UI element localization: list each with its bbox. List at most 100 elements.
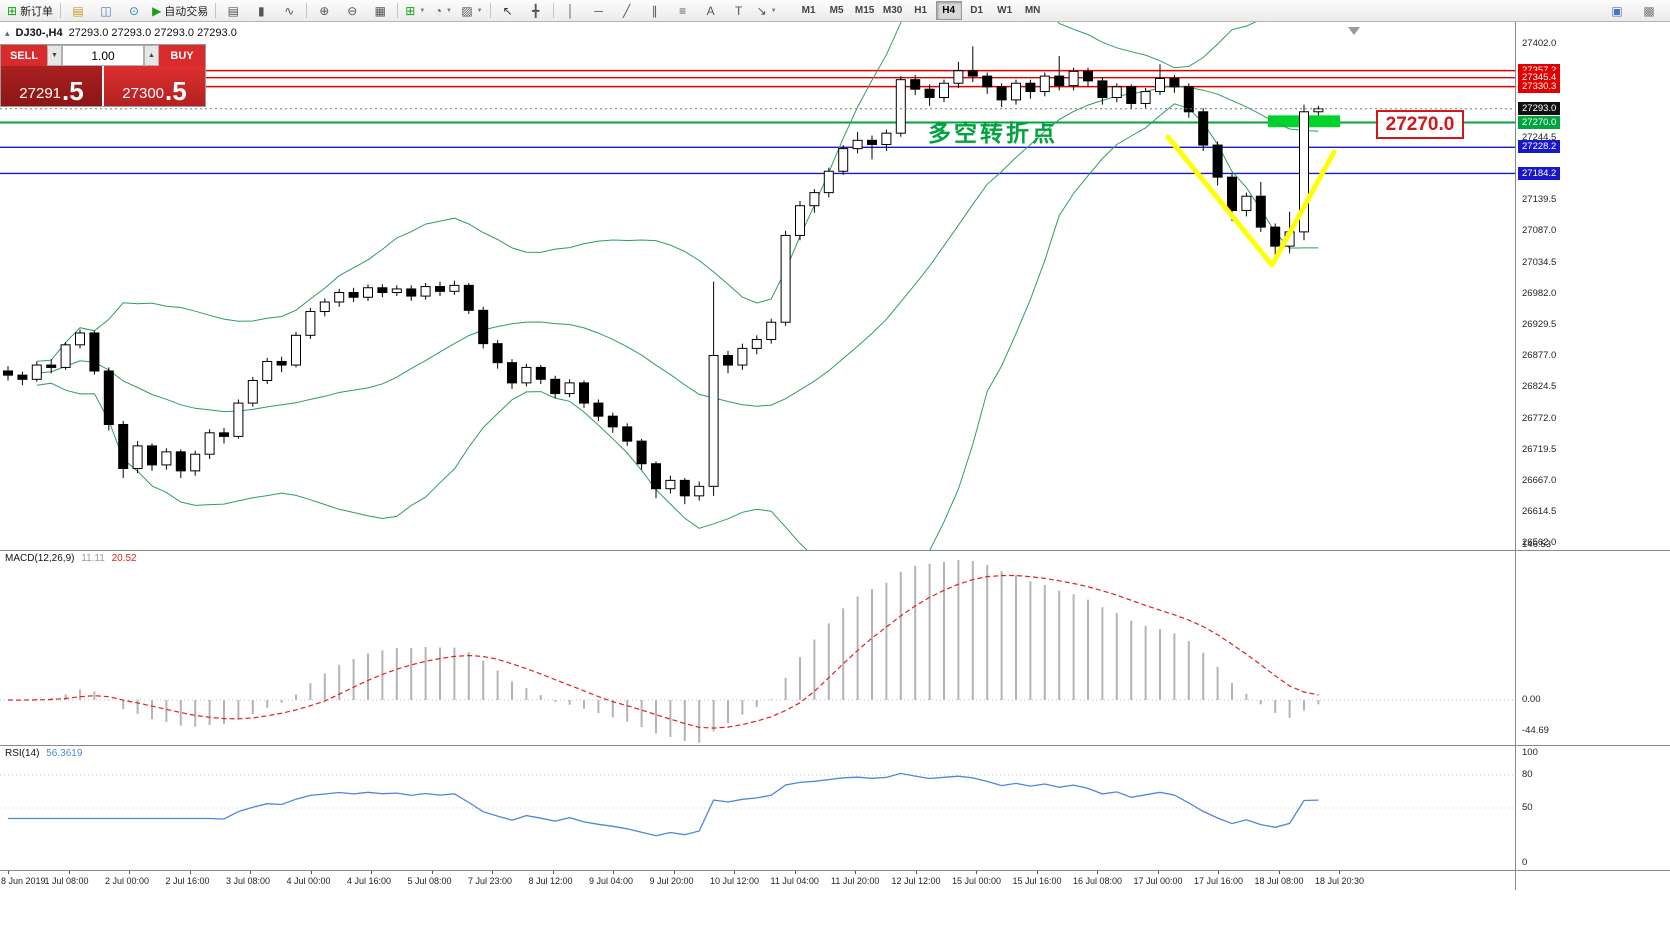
time-label: 10 Jul 12:00	[710, 876, 760, 886]
candle	[190, 453, 201, 472]
dropdown-arrow-icon: ▼	[476, 7, 483, 14]
candle	[1097, 80, 1108, 99]
dropdown-arrow-icon: ▼	[445, 7, 452, 14]
time-axis[interactable]: 8 Jun 2019 1 Jul 08:00 2 Jul 00:00 2 Jul 16…	[0, 871, 1515, 890]
sell-button[interactable]: SELL	[1, 45, 47, 66]
panel-separator[interactable]	[0, 870, 1670, 871]
tf-H4[interactable]: H4	[935, 1, 962, 20]
docking-icon[interactable]: ▩	[1643, 3, 1655, 18]
time-label: 17 Jul 16:00	[1194, 876, 1244, 886]
time-label: 2 Jul 16:00	[165, 876, 210, 886]
time-label: 8 Jun 2019	[1, 876, 46, 886]
price-line-label: 27293.0	[1518, 101, 1561, 115]
rsi-panel[interactable]	[0, 745, 1515, 870]
candle	[219, 432, 229, 437]
navigator-icon: ⊙	[129, 3, 140, 18]
rsi-name: RSI(14)	[5, 748, 40, 759]
time-label: 15 Jul 00:00	[952, 876, 1002, 886]
tf-W1[interactable]: W1	[997, 5, 1013, 16]
time-tick	[1339, 871, 1340, 874]
candle	[463, 284, 474, 311]
tf-M15[interactable]: M15	[854, 5, 875, 16]
candle	[1039, 75, 1050, 93]
candle	[564, 382, 575, 395]
tf-MN[interactable]: MN	[1024, 5, 1041, 16]
candle	[420, 286, 431, 297]
main-chart[interactable]	[0, 22, 1515, 550]
new-order-button[interactable]: ⊞ 新订单	[3, 1, 57, 21]
price-line-label: 27270.0	[1518, 115, 1561, 129]
price-scale[interactable]: 27402.0 27244.5 27139.5 27087.0 27034.5 26982…	[1515, 22, 1670, 890]
text-icon: A	[706, 3, 715, 18]
navigator-icon[interactable]: ⊙	[120, 1, 148, 21]
volume-input[interactable]	[62, 45, 144, 66]
macd-panel[interactable]	[0, 550, 1515, 745]
chart-header: ▴ DJ30-,H4 27293.0 27293.0 27293.0 27293…	[5, 27, 237, 39]
price-line-label: 27184.2	[1518, 166, 1561, 180]
horizontal-line-icon[interactable]: ─	[585, 1, 613, 21]
crosshair-icon[interactable]: ╋	[522, 1, 550, 21]
bar-chart-icon: ▤	[227, 3, 239, 18]
collapse-icon[interactable]: ▴	[5, 27, 10, 38]
candle	[550, 378, 561, 395]
label-icon[interactable]: T	[725, 1, 753, 21]
new-order-button-label: 新订单	[20, 5, 54, 18]
vertical-line-icon[interactable]: │	[557, 1, 585, 21]
candle	[435, 286, 445, 292]
time-label: 15 Jul 16:00	[1012, 876, 1062, 886]
tf-D1[interactable]: D1	[970, 5, 984, 16]
chart-annotation[interactable]: 多空转折点	[928, 120, 1058, 146]
volume-increase-button[interactable]: ▲	[144, 45, 159, 66]
candle	[1212, 144, 1223, 178]
trendline-icon[interactable]: ╱	[613, 1, 641, 21]
autotrade-button[interactable]: ▶ 自动交易	[148, 1, 212, 21]
time-tick	[310, 871, 312, 874]
tf-H1[interactable]: H1	[914, 5, 928, 16]
templates-button[interactable]: ▨ ▼	[457, 1, 486, 21]
market-watch-icon[interactable]: ◫	[92, 1, 120, 21]
arrows-button[interactable]: ↘ ▼	[753, 1, 781, 21]
chart-shift-marker[interactable]	[1348, 27, 1360, 35]
time-tick	[371, 871, 372, 874]
candlestick-chart-icon: ▮	[257, 3, 265, 18]
candlestick-chart-icon[interactable]: ▮	[247, 1, 275, 21]
cursor-icon[interactable]: ↖	[494, 1, 522, 21]
time-tick	[431, 871, 433, 874]
candle	[406, 288, 417, 297]
tf-M1[interactable]: M1	[801, 5, 816, 16]
time-tick	[734, 871, 735, 874]
text-icon[interactable]: A	[697, 1, 725, 21]
candle	[3, 370, 13, 376]
channel-icon[interactable]: ∥	[641, 1, 669, 21]
panel-separator[interactable]	[0, 550, 1670, 551]
candle	[708, 355, 719, 487]
bar-chart-icon[interactable]: ▤	[219, 1, 247, 21]
fibonacci-icon[interactable]: ≡	[669, 1, 697, 21]
tile-windows-icon[interactable]: ▦	[366, 1, 394, 21]
bollinger-lower	[36, 103, 1319, 550]
candle	[1068, 70, 1079, 87]
time-label: 3 Jul 08:00	[226, 876, 271, 886]
zoom-out-icon[interactable]: ⊖	[338, 1, 366, 21]
line-chart-icon[interactable]: ∿	[275, 1, 303, 21]
buy-button[interactable]: BUY	[159, 45, 205, 66]
tf-M5[interactable]: M5	[829, 5, 844, 16]
price-callout[interactable]: 27270.0	[1376, 110, 1464, 139]
periods-button[interactable]: ◔ ▼	[429, 1, 457, 21]
drawn-yellow-lines[interactable]	[1165, 134, 1337, 268]
panel-separator[interactable]	[0, 745, 1670, 746]
candle	[1241, 195, 1252, 211]
buy-price-button[interactable]: 27300 .5	[104, 66, 205, 106]
chart-window-icon[interactable]: ▤	[64, 1, 92, 21]
fullscreen-icon[interactable]: ▣	[1611, 3, 1623, 18]
candle	[622, 426, 633, 442]
sell-price-button[interactable]: 27291 .5	[1, 66, 102, 106]
indicators-button[interactable]: ⊞ ▼	[401, 1, 429, 21]
candle	[1140, 91, 1151, 104]
volume-decrease-button[interactable]: ▼	[47, 45, 62, 66]
tf-M30[interactable]: M30	[882, 5, 903, 16]
zoom-in-icon[interactable]: ⊕	[310, 1, 338, 21]
autotrade-button-label: 自动交易	[164, 5, 209, 18]
indicators-icon: ⊞	[405, 3, 416, 18]
